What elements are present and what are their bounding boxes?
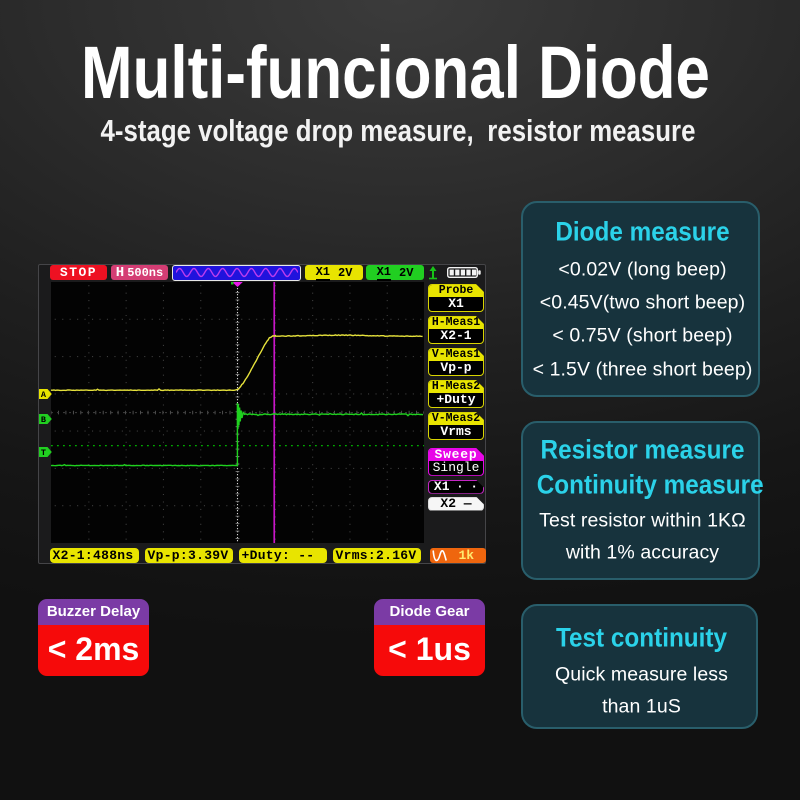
svg-text:A: A (40, 390, 46, 399)
svg-text:B: B (40, 415, 45, 424)
svg-text:T: T (40, 448, 45, 457)
